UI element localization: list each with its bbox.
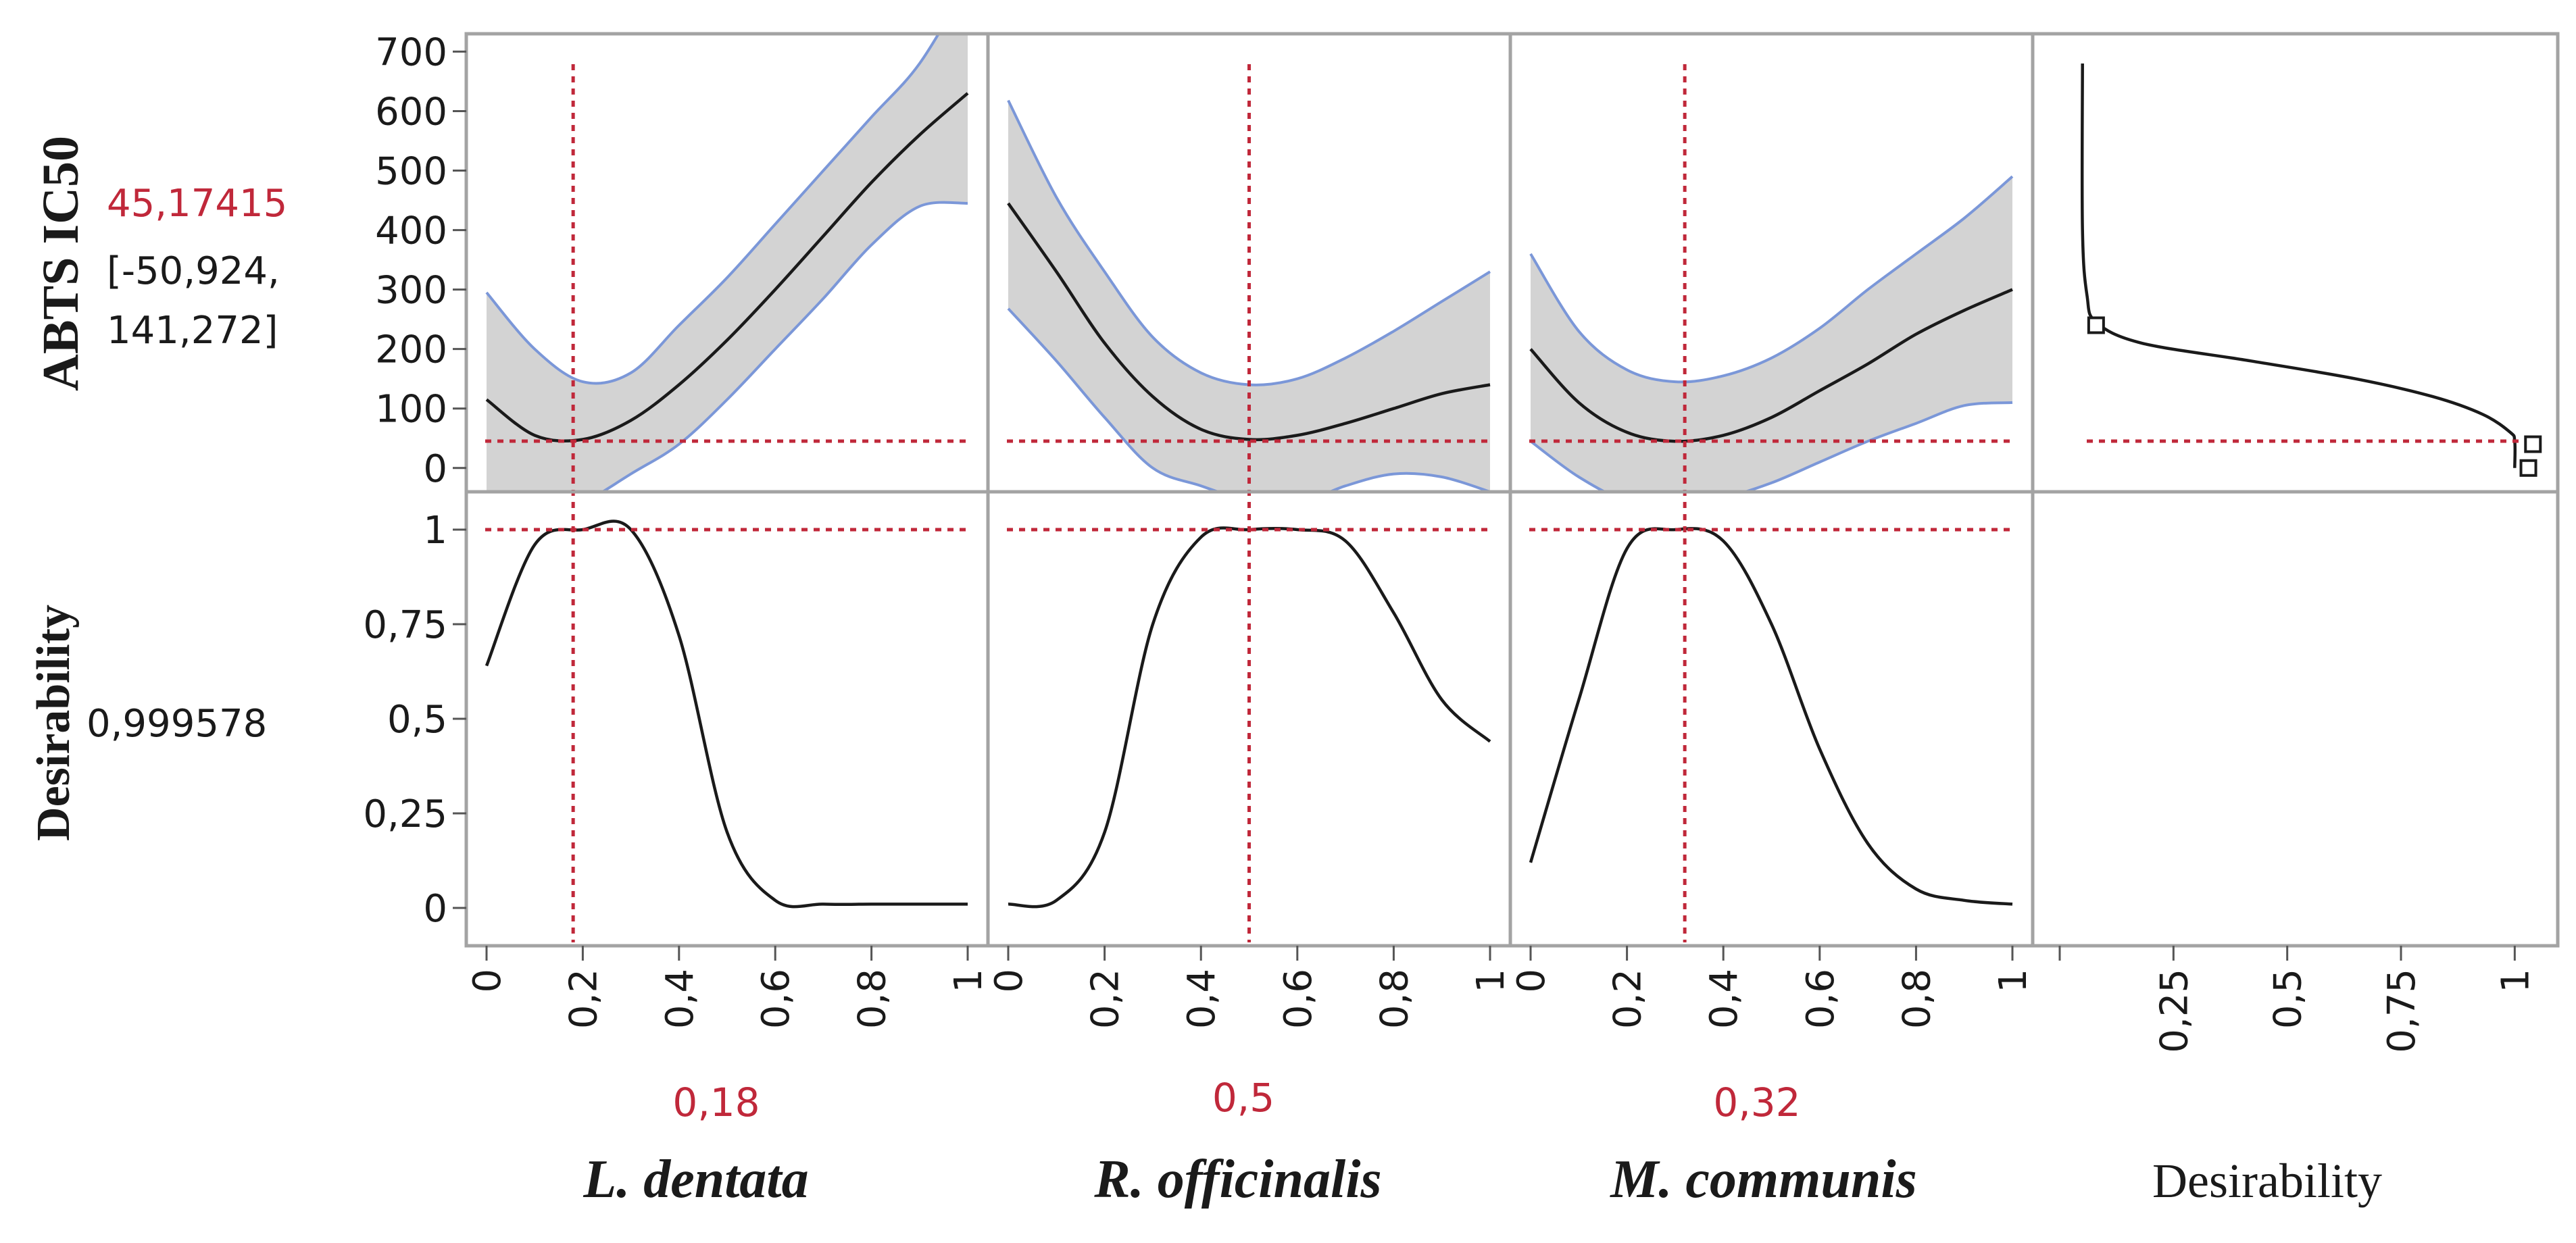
xtick-label-r-officinalis: 0,4 (1180, 969, 1224, 1029)
tick-labels: 0 0,2 0,4 0,6 0,8 10 0,2 0,4 0,6 0,8 10 0,2 0,4 0,6 0,… (363, 30, 2537, 1052)
response-ci-upper: 141,272] (107, 309, 278, 353)
desirability-function-curve (2080, 63, 2517, 468)
panel-frame-desirability-2 (1508, 490, 2035, 948)
xtick-label-desirability: 0,25 (2152, 969, 2196, 1053)
xtick-label-m-communis: 0,2 (1606, 969, 1650, 1029)
panel-frame-desirability-0 (464, 490, 990, 948)
ytick-label-response: 700 (375, 30, 447, 74)
xtick-label-l-dentata: 0,6 (754, 969, 798, 1029)
factor-current-m-communis: 0,32 (1713, 1080, 1800, 1125)
xtick-label-m-communis: 0 (1510, 969, 1554, 993)
xtick-label-l-dentata: 1 (947, 969, 991, 993)
xtick-label-l-dentata: 0,2 (562, 969, 605, 1029)
panel-frame-desirability-3 (2031, 490, 2560, 948)
ytick-label-desirability: 0,75 (363, 603, 447, 647)
factor-current-l-dentata: 0,18 (672, 1080, 760, 1125)
ytick-label-response: 300 (375, 269, 447, 313)
xtick-label-r-officinalis: 0,2 (1084, 969, 1128, 1029)
xtick-label-m-communis: 0,6 (1799, 969, 1843, 1029)
ci-upper-line-m-communis (1529, 175, 2014, 384)
factor-name-m-communis: M. communis (1609, 1150, 1916, 1209)
xtick-label-l-dentata: 0,4 (658, 969, 702, 1029)
ci-lower-line-l-dentata (600, 201, 968, 492)
response-curve-m-communis (1529, 288, 2013, 443)
factor-current-r-officinalis: 0,5 (1212, 1075, 1274, 1121)
ci-lower-line-r-officinalis (1007, 307, 1491, 492)
desirability-current-value: 0,999578 (86, 702, 267, 746)
panel-frame-response-3 (2031, 32, 2560, 494)
ci-band-r-officinalis (1008, 100, 1490, 492)
xtick-label-m-communis: 0,8 (1895, 969, 1939, 1029)
ci-band-l-dentata (487, 34, 968, 492)
panel-frames (464, 32, 2560, 948)
desirability-curve-l-dentata (485, 519, 968, 909)
factor-name-l-dentata: L. dentata (583, 1150, 808, 1209)
xtick-label-desirability: 0,75 (2380, 969, 2424, 1053)
panel-frame-desirability-1 (986, 490, 1512, 948)
ytick-label-response: 500 (375, 150, 447, 194)
xtick-label-l-dentata: 0,8 (851, 969, 895, 1029)
xtick-label-r-officinalis: 0 (987, 969, 1031, 993)
ytick-label-response: 200 (375, 328, 447, 372)
ci-lower-line-m-communis (1529, 401, 2013, 492)
ytick-label-desirability: 0,25 (363, 792, 447, 836)
response-ci-lower: [-50,924, (107, 249, 280, 293)
xtick-label-r-officinalis: 0,6 (1277, 969, 1320, 1029)
response-current-value: 45,17415 (107, 182, 287, 226)
response-ylabel: ABTS IC50 (32, 136, 89, 391)
ytick-label-desirability: 0,5 (387, 698, 447, 742)
factor-name-r-officinalis: R. officinalis (1093, 1150, 1381, 1209)
ytick-label-desirability: 0 (423, 887, 447, 931)
profile-curves (485, 63, 2542, 909)
tick-marks (453, 50, 2516, 961)
ytick-label-response: 0 (423, 447, 447, 491)
ytick-label-response: 600 (375, 90, 447, 134)
reference-lines (485, 64, 2522, 942)
response-curve-r-officinalis (1007, 202, 1491, 442)
ci-upper-line-r-officinalis (1007, 99, 1491, 386)
xtick-label-m-communis: 0,4 (1702, 969, 1746, 1029)
xtick-label-l-dentata: 0 (466, 969, 510, 993)
xtick-label-r-officinalis: 1 (1469, 969, 1513, 993)
desirability-control-point (2524, 435, 2542, 453)
desirability-control-point (2519, 459, 2537, 477)
xtick-label-desirability: 1 (2494, 969, 2537, 993)
desirability-ylabel: Desirability (28, 605, 80, 841)
ci-bands (485, 34, 2014, 492)
xtick-label-m-communis: 1 (1991, 969, 2035, 993)
desirability-curve-r-officinalis (1008, 526, 1491, 909)
desirability-control-point (2087, 316, 2105, 334)
ytick-label-response: 100 (375, 388, 447, 432)
xtick-label-r-officinalis: 0,8 (1372, 969, 1416, 1029)
ci-band-m-communis (1531, 176, 2012, 492)
desirability-column-label: Desirability (2152, 1154, 2382, 1208)
ytick-label-response: 400 (375, 209, 447, 253)
ytick-label-desirability: 1 (423, 509, 447, 553)
ci-upper-line-l-dentata (485, 34, 941, 385)
xtick-label-desirability: 0,5 (2267, 969, 2310, 1029)
desirability-curve-m-communis (1529, 527, 2013, 906)
